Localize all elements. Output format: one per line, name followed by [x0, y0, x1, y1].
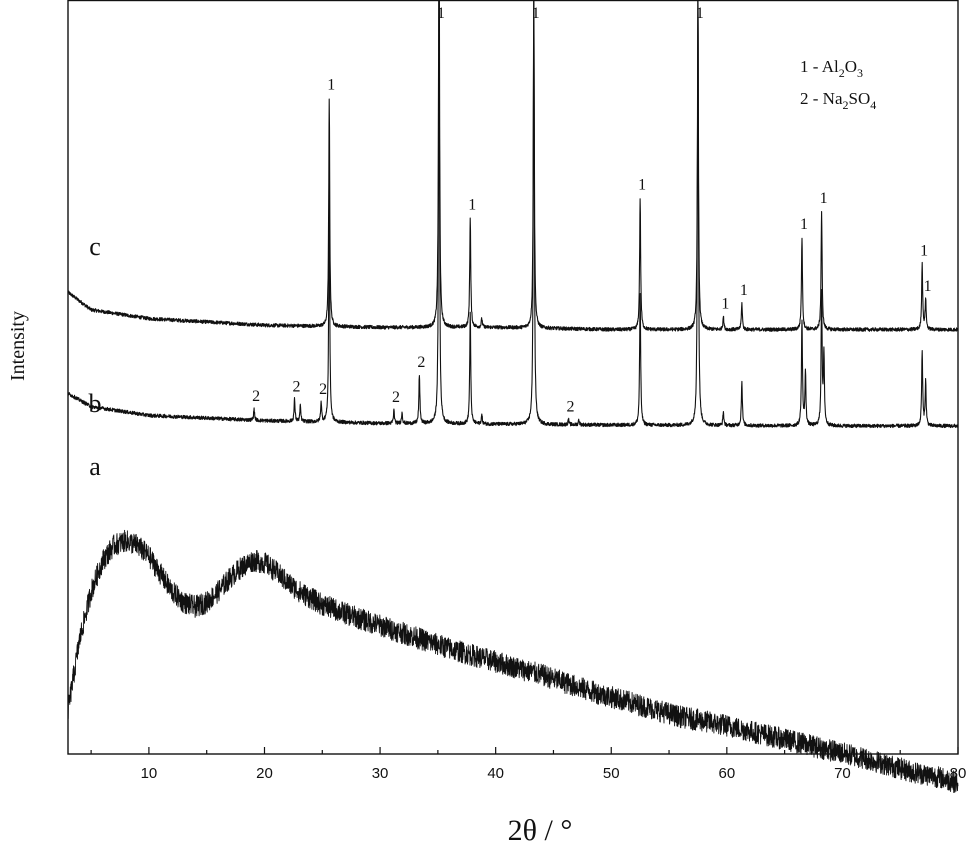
x-tick-label: 70 — [834, 765, 851, 782]
peak-label: 2 — [252, 388, 260, 405]
x-tick-label: 10 — [141, 765, 158, 782]
curve-labels-layer: c b a — [89, 232, 102, 481]
peak-label: 1 — [924, 278, 932, 295]
peak-label: 1 — [800, 216, 808, 233]
series-b-line — [67, 0, 959, 429]
peak-label: 2 — [392, 389, 400, 406]
peak-label: 1 — [638, 177, 646, 194]
peak-label: 1 — [437, 5, 445, 22]
peak-label: 1 — [532, 5, 540, 22]
peak-label: 1 — [920, 243, 928, 260]
legend-entry: 2 - Na2SO4 — [800, 89, 876, 112]
legend-entry: 1 - Al2O3 — [800, 57, 863, 80]
y-axis-label: Intensity — [7, 311, 29, 381]
peak-label: 1 — [820, 190, 828, 207]
peak-label: 1 — [721, 295, 729, 312]
curve-label-a: a — [89, 452, 101, 481]
x-axis-tick-labels: 10 20 30 40 50 60 70 80 — [141, 765, 967, 782]
peak-label: 1 — [740, 282, 748, 299]
legend: 1 - Al2O3 2 - Na2SO4 — [800, 57, 876, 112]
x-axis-ticks — [90, 747, 959, 754]
peak-label: 2 — [293, 378, 301, 395]
series-a-line — [67, 529, 959, 794]
peak-label: 2 — [417, 354, 425, 371]
series-c-line — [67, 0, 959, 332]
peak-label: 1 — [327, 77, 335, 94]
peak-label: 1 — [468, 196, 476, 213]
series-layer — [67, 0, 959, 794]
plot-border — [67, 0, 959, 755]
peak-label: 2 — [319, 381, 327, 398]
curve-label-b: b — [89, 389, 102, 418]
curve-label-c: c — [89, 232, 101, 261]
peak-label: 2 — [566, 398, 574, 415]
x-axis-label: 2θ / ° — [508, 814, 573, 847]
peak-label: 1 — [696, 5, 704, 22]
x-tick-label: 30 — [372, 765, 389, 782]
x-tick-label: 60 — [718, 765, 735, 782]
x-tick-label: 50 — [603, 765, 620, 782]
x-tick-label: 20 — [256, 765, 273, 782]
plot-frame — [67, 0, 959, 755]
x-tick-label: 40 — [487, 765, 504, 782]
